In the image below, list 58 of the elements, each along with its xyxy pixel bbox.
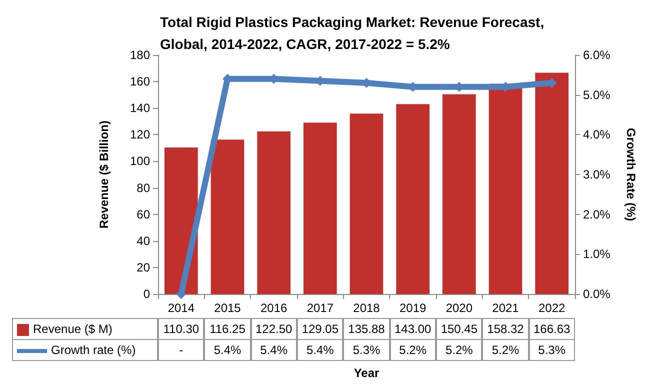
y-tick-label: 180	[130, 48, 150, 62]
x-tick-label: 2016	[260, 301, 288, 315]
y2-tick-label: 1.0%	[583, 247, 611, 262]
x-tick-label: 2021	[492, 301, 520, 315]
x-tick-label: 2015	[214, 301, 242, 315]
data-label: 5.4%	[297, 339, 344, 361]
x-tick-label: 2017	[306, 301, 334, 315]
data-label: 5.4%	[250, 339, 297, 361]
legend-label: Revenue ($ M)	[12, 318, 158, 340]
data-label: 5.3%	[343, 339, 390, 361]
y-tick-label: 60	[136, 207, 150, 222]
bar	[164, 148, 198, 294]
y-tick-label: 160	[130, 74, 150, 89]
x-axis-title: Year	[354, 366, 380, 380]
y-tick-label: 80	[136, 180, 150, 195]
data-label: -	[158, 339, 204, 361]
data-label: 5.4%	[204, 339, 251, 361]
data-label: 5.2%	[390, 339, 436, 361]
y2-tick-label: 2.0%	[583, 207, 611, 222]
y2-tick-label: 3.0%	[583, 168, 611, 182]
y2-axis-title: Growth Rate (%)	[624, 128, 638, 222]
y-tick-label: 20	[136, 260, 150, 274]
data-label: 5.2%	[436, 339, 482, 361]
data-label: 116.25	[204, 318, 251, 340]
data-label: 143.00	[390, 318, 436, 340]
y2-tick-label: 4.0%	[583, 128, 611, 142]
data-label: 5.3%	[528, 339, 575, 361]
x-tick-label: 2020	[446, 301, 473, 315]
y-tick-label: 40	[136, 234, 150, 248]
x-tick-label: 2014	[168, 301, 195, 315]
data-label: 166.63	[528, 318, 575, 340]
x-tick-label: 2019	[399, 301, 427, 315]
data-label: 135.88	[343, 318, 390, 340]
y2-tick-label: 6.0%	[583, 48, 611, 62]
bar	[442, 94, 476, 294]
y-tick-label: 0	[143, 287, 150, 301]
y2-tick-label: 5.0%	[583, 88, 611, 102]
data-label: 129.05	[297, 318, 344, 340]
chart-title: Total Rigid Plastics Packaging Market: Revenue Forecast, Global, 2014-2022, CAGR, 2017-2022 = 5.2%	[160, 14, 548, 52]
bar	[535, 72, 569, 294]
y2-tick-label: 0.0%	[583, 287, 611, 301]
y-tick-label: 120	[130, 128, 150, 142]
data-label: 5.2%	[482, 339, 529, 361]
data-label: 110.30	[158, 318, 204, 340]
y-tick-label: 140	[130, 101, 150, 116]
data-label: 122.50	[250, 318, 297, 340]
data-label: 158.32	[482, 318, 529, 340]
bar	[303, 122, 337, 294]
data-label: 150.45	[436, 318, 482, 340]
bar	[210, 140, 244, 294]
x-tick-label: 2018	[353, 301, 380, 315]
legend-label: Growth rate (%)	[12, 339, 158, 361]
bar	[257, 131, 291, 294]
y-tick-label: 100	[130, 154, 150, 168]
y-axis-title: Revenue ($ Billion)	[97, 120, 111, 229]
bar	[396, 104, 430, 294]
bar	[350, 114, 384, 294]
x-tick-label: 2022	[538, 301, 566, 315]
